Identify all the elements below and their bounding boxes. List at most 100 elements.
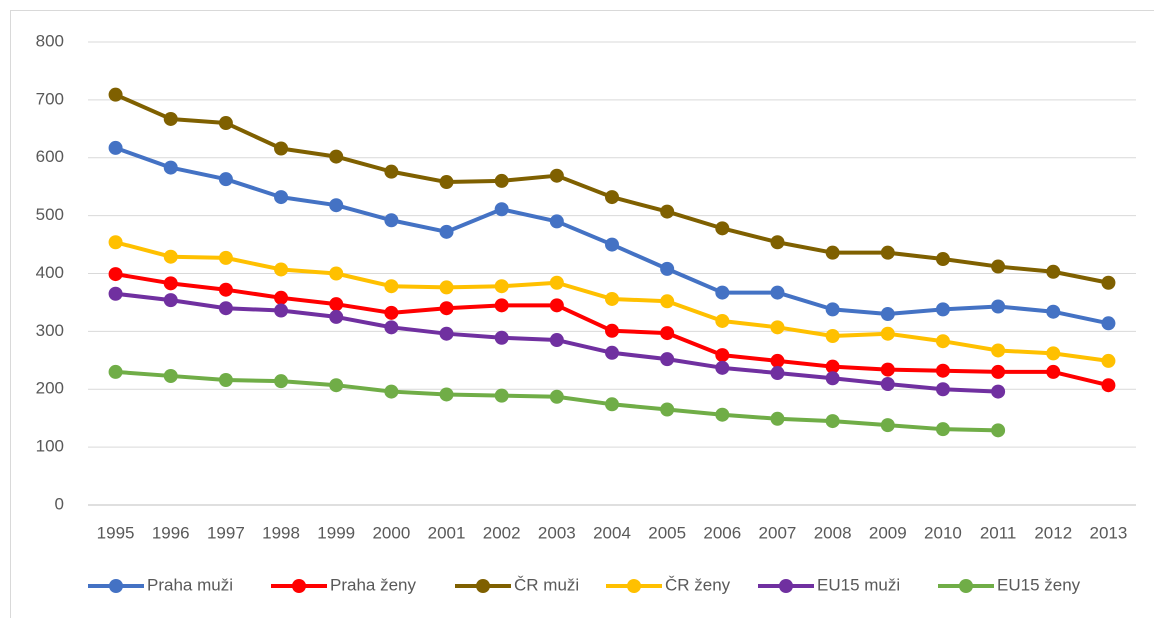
- data-point: [660, 204, 675, 219]
- data-point: [991, 384, 1006, 399]
- x-tick-label: 1999: [317, 523, 355, 542]
- data-point: [439, 387, 454, 402]
- data-point: [163, 293, 178, 308]
- data-point: [218, 301, 233, 316]
- legend-marker: [476, 579, 490, 593]
- y-tick-label: 600: [36, 147, 64, 166]
- legend-label: EU15 ženy: [997, 575, 1081, 594]
- data-point: [660, 294, 675, 309]
- data-point: [991, 364, 1006, 379]
- data-point: [163, 276, 178, 291]
- data-point: [494, 388, 509, 403]
- x-tick-label: 2001: [428, 523, 466, 542]
- data-point: [549, 298, 564, 313]
- legend-label: Praha muži: [147, 575, 233, 594]
- data-point: [880, 362, 895, 377]
- legend-marker: [109, 579, 123, 593]
- data-point: [1046, 346, 1061, 361]
- data-point: [660, 326, 675, 341]
- data-point: [163, 249, 178, 264]
- x-tick-label: 2009: [869, 523, 907, 542]
- data-point: [825, 302, 840, 317]
- data-point: [991, 423, 1006, 438]
- x-tick-label: 2005: [648, 523, 686, 542]
- data-point: [274, 141, 289, 156]
- data-point: [549, 275, 564, 290]
- data-point: [384, 213, 399, 228]
- data-point: [329, 297, 344, 312]
- legend-marker: [627, 579, 641, 593]
- data-point: [660, 261, 675, 276]
- data-point: [1101, 316, 1116, 331]
- data-point: [770, 285, 785, 300]
- data-point: [218, 250, 233, 265]
- legend-marker: [779, 579, 793, 593]
- x-tick-label: 1995: [97, 523, 135, 542]
- x-tick-label: 2012: [1034, 523, 1072, 542]
- data-point: [439, 326, 454, 341]
- y-tick-label: 700: [36, 89, 64, 108]
- data-point: [108, 235, 123, 250]
- data-point: [1046, 264, 1061, 279]
- data-point: [494, 173, 509, 188]
- data-point: [439, 301, 454, 316]
- legend-label: ČR muži: [514, 575, 579, 594]
- data-point: [605, 291, 619, 306]
- data-point: [825, 359, 840, 374]
- legend-marker: [959, 579, 973, 593]
- x-tick-label: 1998: [262, 523, 300, 542]
- data-point: [825, 371, 840, 386]
- data-point: [108, 87, 123, 102]
- data-point: [549, 168, 564, 183]
- y-tick-label: 200: [36, 379, 64, 398]
- data-point: [825, 245, 840, 260]
- x-tick-label: 2000: [372, 523, 410, 542]
- data-point: [715, 285, 730, 300]
- data-point: [108, 364, 123, 379]
- data-point: [880, 245, 895, 260]
- data-point: [605, 323, 619, 338]
- data-point: [218, 116, 233, 131]
- data-point: [329, 149, 344, 164]
- data-point: [274, 303, 289, 318]
- legend-label: ČR ženy: [665, 575, 731, 594]
- data-point: [1101, 275, 1116, 290]
- data-point: [1101, 378, 1116, 393]
- data-point: [494, 279, 509, 294]
- data-point: [108, 267, 123, 282]
- data-point: [218, 372, 233, 387]
- data-point: [880, 418, 895, 433]
- data-point: [218, 172, 233, 187]
- data-point: [329, 266, 344, 281]
- y-tick-label: 400: [36, 263, 64, 282]
- data-point: [1046, 304, 1061, 319]
- data-point: [494, 202, 509, 217]
- data-point: [825, 414, 840, 429]
- x-tick-label: 2007: [759, 523, 797, 542]
- frame: [10, 10, 1154, 618]
- data-point: [605, 345, 619, 360]
- data-point: [770, 353, 785, 368]
- data-point: [163, 160, 178, 175]
- data-point: [1046, 364, 1061, 379]
- data-point: [549, 333, 564, 348]
- data-point: [660, 352, 675, 367]
- legend-marker: [292, 579, 306, 593]
- x-tick-label: 2006: [703, 523, 741, 542]
- data-point: [605, 397, 619, 412]
- data-point: [439, 280, 454, 295]
- x-tick-label: 2003: [538, 523, 576, 542]
- data-point: [935, 252, 950, 267]
- data-point: [770, 411, 785, 426]
- data-point: [605, 237, 619, 252]
- data-point: [770, 320, 785, 335]
- data-point: [991, 259, 1006, 274]
- data-point: [384, 164, 399, 179]
- y-tick-label: 300: [36, 321, 64, 340]
- x-tick-label: 2002: [483, 523, 521, 542]
- data-point: [163, 111, 178, 126]
- data-point: [494, 298, 509, 313]
- data-point: [660, 402, 675, 417]
- data-point: [274, 262, 289, 277]
- data-point: [770, 366, 785, 381]
